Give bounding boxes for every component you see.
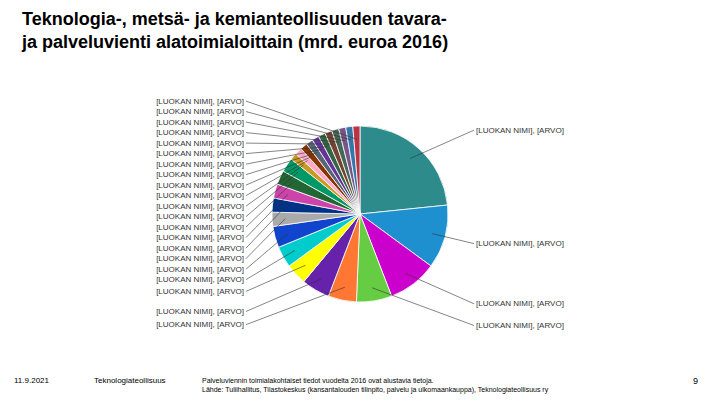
html-text:11.9.2021: 11.9.2021 [14,376,49,385]
svg-text:[LUOKAN NIMI], [ARVO]: [LUOKAN NIMI], [ARVO] [156,254,244,263]
svg-text:[LUOKAN NIMI], [ARVO]: [LUOKAN NIMI], [ARVO] [156,223,244,232]
html-text:9: 9 [693,376,698,386]
svg-text:[LUOKAN NIMI], [ARVO]: [LUOKAN NIMI], [ARVO] [156,107,244,116]
svg-text:[LUOKAN NIMI], [ARVO]: [LUOKAN NIMI], [ARVO] [156,118,244,127]
svg-text:[LUOKAN NIMI], [ARVO]: [LUOKAN NIMI], [ARVO] [156,275,244,284]
svg-text:[LUOKAN NIMI], [ARVO]: [LUOKAN NIMI], [ARVO] [476,321,564,330]
svg-text:[LUOKAN NIMI], [ARVO]: [LUOKAN NIMI], [ARVO] [476,239,564,248]
html-text:Lähde: Tuliihallitus, Tilastok: Lähde: Tuliihallitus, Tilastokeskus (kan… [202,386,549,393]
svg-text:[LUOKAN NIMI], [ARVO]: [LUOKAN NIMI], [ARVO] [156,128,244,137]
html-text:ja palveluvienti alatoimialoit: ja palveluvienti alatoimialoittain (mrd.… [22,32,449,52]
svg-text:[LUOKAN NIMI], [ARVO]: [LUOKAN NIMI], [ARVO] [156,191,244,200]
svg-text:[LUOKAN NIMI], [ARVO]: [LUOKAN NIMI], [ARVO] [476,126,564,135]
svg-text:[LUOKAN NIMI], [ARVO]: [LUOKAN NIMI], [ARVO] [156,170,244,179]
svg-text:[LUOKAN NIMI], [ARVO]: [LUOKAN NIMI], [ARVO] [156,233,244,242]
svg-text:[LUOKAN NIMI], [ARVO]: [LUOKAN NIMI], [ARVO] [156,265,244,274]
svg-text:[LUOKAN NIMI], [ARVO]: [LUOKAN NIMI], [ARVO] [156,149,244,158]
svg-text:[LUOKAN NIMI], [ARVO]: [LUOKAN NIMI], [ARVO] [156,160,244,169]
html-text:Palveluviennin toimialakohtais: Palveluviennin toimialakohtaiset tiedot … [202,377,434,384]
svg-text:[LUOKAN NIMI], [ARVO]: [LUOKAN NIMI], [ARVO] [156,244,244,253]
svg-text:[LUOKAN NIMI], [ARVO]: [LUOKAN NIMI], [ARVO] [156,202,244,211]
svg-text:[LUOKAN NIMI], [ARVO]: [LUOKAN NIMI], [ARVO] [156,307,244,316]
svg-text:[LUOKAN NIMI], [ARVO]: [LUOKAN NIMI], [ARVO] [156,320,244,329]
svg-text:[LUOKAN NIMI], [ARVO]: [LUOKAN NIMI], [ARVO] [156,181,244,190]
html-text:Teknologiateollisuus: Teknologiateollisuus [94,376,166,385]
svg-text:[LUOKAN NIMI], [ARVO]: [LUOKAN NIMI], [ARVO] [156,212,244,221]
svg-text:[LUOKAN NIMI], [ARVO]: [LUOKAN NIMI], [ARVO] [156,97,244,106]
html-text:Teknologia-, metsä- ja kemiant: Teknologia-, metsä- ja kemianteollisuude… [22,9,447,29]
svg-text:[LUOKAN NIMI], [ARVO]: [LUOKAN NIMI], [ARVO] [156,287,244,296]
svg-text:[LUOKAN NIMI], [ARVO]: [LUOKAN NIMI], [ARVO] [156,139,244,148]
svg-text:[LUOKAN NIMI], [ARVO]: [LUOKAN NIMI], [ARVO] [476,299,564,308]
